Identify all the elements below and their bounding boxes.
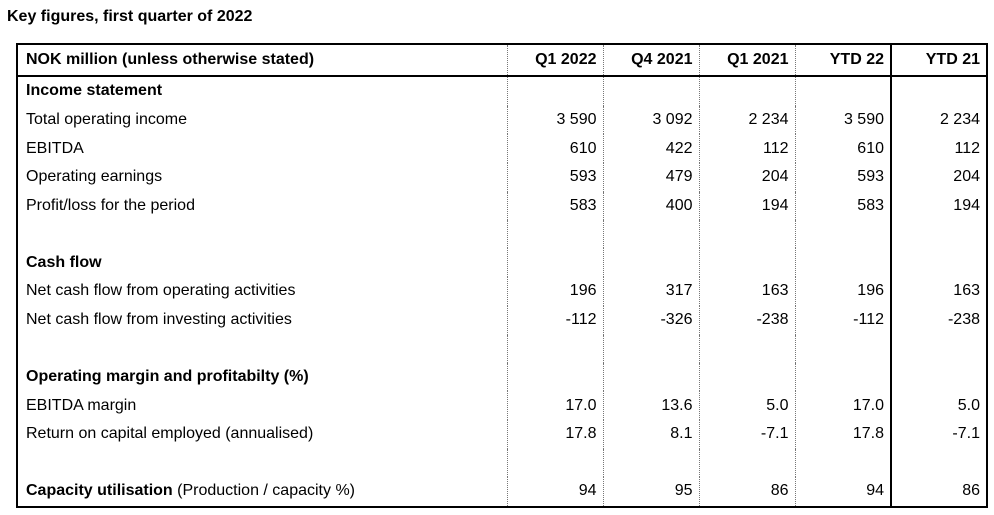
row-label: EBITDA: [26, 139, 84, 157]
column-header-q1-2022: Q1 2022: [506, 44, 603, 77]
column-header-q1-2021: Q1 2021: [698, 44, 795, 77]
cell-value: -7.1: [698, 419, 795, 449]
cell-value: 196: [506, 277, 603, 306]
column-header-ytd-21: YTD 21: [890, 44, 987, 77]
cell-value: 317: [602, 277, 699, 306]
table-row: Total operating income 3 590 3 092 2 234…: [17, 105, 987, 135]
section-heading-operating-margin: Operating margin and profitabilty (%): [26, 367, 309, 385]
cell-value: -112: [794, 305, 891, 335]
cell-value: 422: [602, 134, 699, 164]
cell-value: -238: [890, 305, 987, 335]
cell-value: -238: [698, 305, 795, 335]
table-row: Profit/loss for the period 583 400 194 5…: [17, 191, 987, 221]
cell-value: 95: [602, 476, 699, 507]
column-header-q4-2021: Q4 2021: [602, 44, 699, 77]
section-heading-row: Income statement: [17, 76, 987, 106]
cell-value: 204: [890, 163, 987, 192]
cell-value: 593: [506, 163, 603, 192]
key-figures-table: NOK million (unless otherwise stated) Q1…: [16, 43, 988, 508]
cell-value: 17.0: [794, 391, 891, 420]
cell-value: 112: [698, 134, 795, 164]
section-heading-cash-flow: Cash flow: [26, 253, 102, 271]
table-row: EBITDA margin 17.0 13.6 5.0 17.0 5.0: [17, 391, 987, 420]
table-header-row: NOK million (unless otherwise stated) Q1…: [17, 44, 987, 77]
cell-value: 3 092: [602, 105, 699, 135]
row-label: EBITDA margin: [26, 396, 137, 414]
cell-value: 2 234: [698, 105, 795, 135]
cell-value: 583: [794, 191, 891, 221]
section-heading-row: Cash flow: [17, 248, 987, 278]
cell-value: 17.8: [506, 419, 603, 449]
cell-value: 479: [602, 163, 699, 192]
cell-value: 3 590: [794, 105, 891, 135]
cell-value: 94: [506, 476, 603, 507]
cell-value: 204: [698, 163, 795, 192]
spacer-row: [17, 448, 987, 477]
row-label: Profit/loss for the period: [26, 197, 195, 215]
table-row: Net cash flow from operating activities …: [17, 277, 987, 306]
cell-value: 86: [698, 476, 795, 507]
cell-value: 3 590: [506, 105, 603, 135]
cell-value: 593: [794, 163, 891, 192]
cell-value: 17.8: [794, 419, 891, 449]
cell-value: 194: [890, 191, 987, 221]
page-title: Key figures, first quarter of 2022: [7, 8, 253, 25]
section-heading-row: Operating margin and profitabilty (%): [17, 362, 987, 392]
cell-value: 163: [890, 277, 987, 306]
cell-value: 94: [794, 476, 891, 507]
row-label: Operating earnings: [26, 168, 163, 186]
spacer-row: [17, 334, 987, 363]
cell-value: 400: [602, 191, 699, 221]
row-label-capacity: Capacity utilisation (Production / capac…: [17, 477, 507, 507]
cell-value: 112: [890, 134, 987, 164]
cell-value: 13.6: [602, 391, 699, 420]
header-unit-label: NOK million (unless otherwise stated): [17, 44, 507, 77]
table-row: Return on capital employed (annualised) …: [17, 419, 987, 449]
table-row: Operating earnings 593 479 204 593 204: [17, 163, 987, 192]
row-label: Net cash flow from investing activities: [26, 311, 292, 329]
cell-value: 86: [890, 476, 987, 507]
cell-value: 8.1: [602, 419, 699, 449]
capacity-label-rest: (Production / capacity %): [172, 482, 355, 500]
cell-value: 5.0: [890, 391, 987, 420]
cell-value: 610: [794, 134, 891, 164]
row-label: Total operating income: [26, 111, 187, 129]
table-row: Capacity utilisation (Production / capac…: [17, 476, 987, 507]
cell-value: -7.1: [890, 419, 987, 449]
cell-value: -112: [506, 305, 603, 335]
section-heading-income-statement: Income statement: [26, 82, 163, 100]
row-label: Return on capital employed (annualised): [26, 425, 314, 443]
spacer-row: [17, 220, 987, 249]
cell-value: 17.0: [506, 391, 603, 420]
column-header-ytd-22: YTD 22: [794, 44, 891, 77]
row-label: Net cash flow from operating activities: [26, 282, 296, 300]
table-row: EBITDA 610 422 112 610 112: [17, 134, 987, 164]
cell-value: -326: [602, 305, 699, 335]
cell-value: 583: [506, 191, 603, 221]
capacity-label-bold: Capacity utilisation: [26, 482, 173, 500]
cell-value: 163: [698, 277, 795, 306]
cell-value: 196: [794, 277, 891, 306]
table-row: Net cash flow from investing activities …: [17, 305, 987, 335]
cell-value: 610: [506, 134, 603, 164]
cell-value: 5.0: [698, 391, 795, 420]
cell-value: 194: [698, 191, 795, 221]
cell-value: 2 234: [890, 105, 987, 135]
